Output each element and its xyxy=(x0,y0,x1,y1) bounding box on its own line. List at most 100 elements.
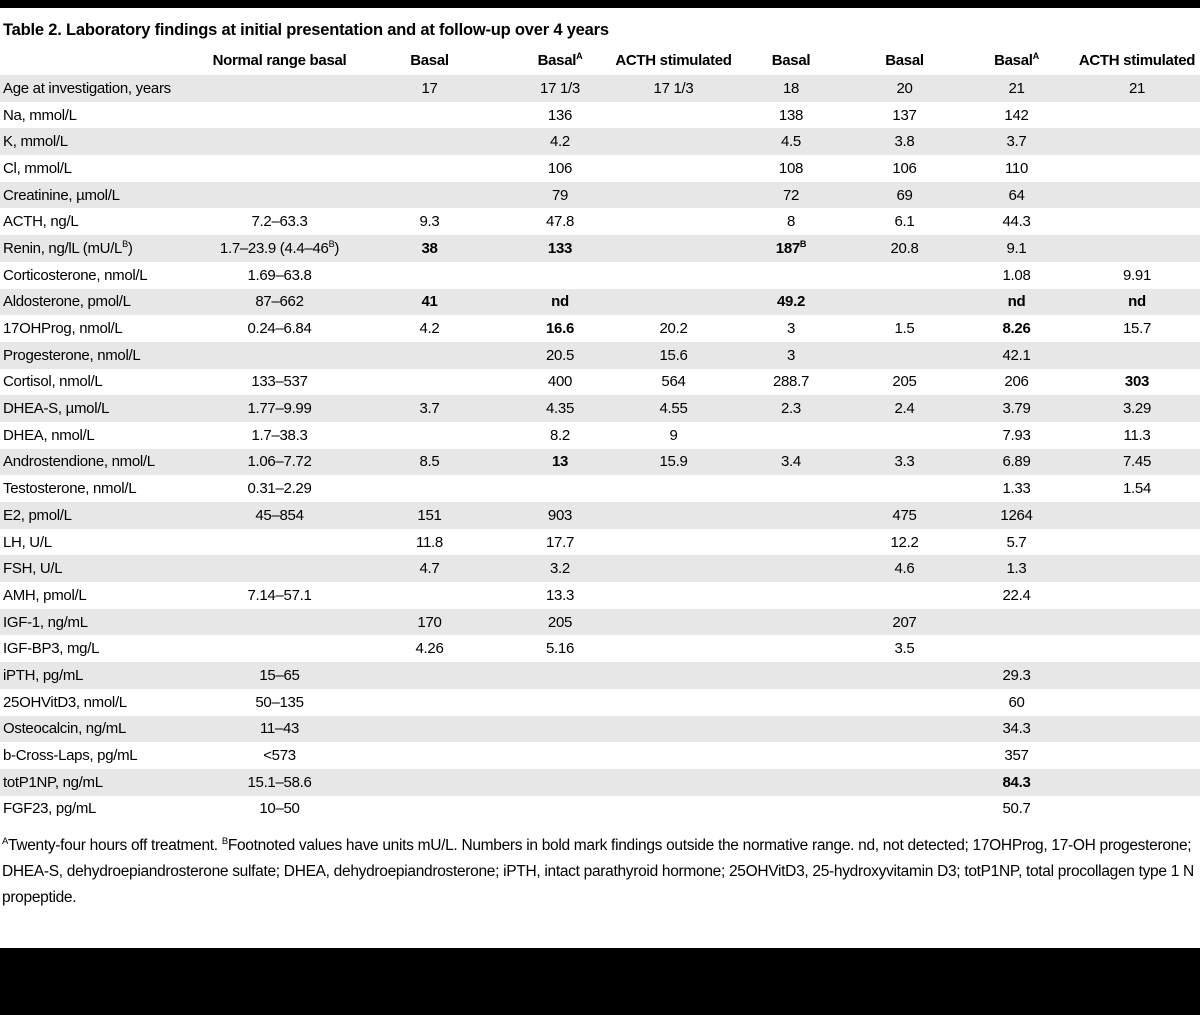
row-label: 25OHVitD3, nmol/L xyxy=(3,693,127,711)
value-cell xyxy=(615,715,732,743)
row-label: Testosterone, nmol/L xyxy=(3,480,137,498)
column-header: ACTH stimulated xyxy=(615,52,732,69)
row-label: totP1NP, ng/mL xyxy=(0,768,205,796)
value-cell: 3 xyxy=(786,320,796,338)
row-label: Cortisol, nmol/L xyxy=(3,373,103,391)
value-cell xyxy=(732,262,850,289)
row-label: Androstendione, nmol/L xyxy=(0,448,205,476)
value-cell: 16.6 xyxy=(546,320,574,338)
row-label: Renin, ng/lL (mU/LB) xyxy=(0,235,205,262)
value-cell xyxy=(354,742,505,769)
column-header: Basal xyxy=(410,52,449,69)
value-cell xyxy=(354,715,505,743)
value-cell xyxy=(1074,502,1200,529)
value-cell: <573 xyxy=(263,747,296,765)
value-cell: 20 xyxy=(850,75,959,102)
table-row: Renin, ng/lL (mU/LB) 1.7–23.9 (4.4–46B) 38… xyxy=(0,235,1200,262)
table-row: IGF-1, ng/mL 170 205 207 xyxy=(0,608,1200,636)
value-cell: 6.1 xyxy=(894,213,915,231)
value-cell xyxy=(1074,689,1200,716)
value-cell xyxy=(1074,128,1200,156)
row-label: FGF23, pg/mL xyxy=(3,800,97,818)
column-header: Basal xyxy=(771,52,811,69)
value-cell xyxy=(850,689,959,716)
table-header-row: Normal range basal Basal BasalA ACTH stimul… xyxy=(0,51,1200,75)
value-cell xyxy=(615,662,732,689)
value-cell xyxy=(615,582,732,609)
value-cell xyxy=(354,102,505,129)
value-cell: 15.1–58.6 xyxy=(205,768,354,796)
value-cell: 3.5 xyxy=(894,640,915,658)
value-cell xyxy=(205,128,354,156)
value-cell: 13.3 xyxy=(546,586,574,604)
value-cell xyxy=(354,475,505,502)
value-cell xyxy=(1074,715,1200,743)
value-cell: 17 1/3 xyxy=(505,75,615,102)
value-cell xyxy=(1074,582,1200,609)
table-row: AMH, pmol/L 7.14–57.1 13.3 22.4 xyxy=(0,582,1200,609)
table-row: FGF23, pg/mL 10–50 50.7 xyxy=(0,796,1200,823)
value-cell xyxy=(615,635,732,662)
value-cell xyxy=(615,689,732,716)
value-cell: 12.2 xyxy=(890,533,919,551)
row-label: Age at investigation, years xyxy=(0,75,205,102)
value-cell xyxy=(354,768,505,796)
row-label: Corticosterone, nmol/L xyxy=(3,266,148,284)
value-cell xyxy=(1074,341,1200,369)
value-cell: 3.2 xyxy=(505,555,615,583)
value-cell: 3 xyxy=(732,341,850,369)
value-cell xyxy=(732,742,850,769)
value-cell xyxy=(354,582,505,609)
value-cell xyxy=(354,369,505,396)
table-row: IGF-BP3, mg/L 4.26 5.16 3.5 xyxy=(0,635,1200,662)
value-cell: 3.7 xyxy=(354,395,505,422)
value-cell xyxy=(1074,529,1200,556)
value-cell: 4.55 xyxy=(615,395,732,422)
value-cell xyxy=(354,796,505,823)
value-cell xyxy=(615,208,732,235)
value-cell: 72 xyxy=(732,181,850,209)
value-cell xyxy=(732,608,850,636)
value-cell xyxy=(615,502,732,529)
value-cell xyxy=(205,102,354,129)
table-row: Androstendione, nmol/L 1.06–7.72 8.5 13 15.9… xyxy=(0,448,1200,476)
column-header: Basal xyxy=(885,52,924,69)
value-cell: nd xyxy=(1074,288,1200,316)
value-cell xyxy=(732,582,850,609)
value-cell xyxy=(205,608,354,636)
value-cell xyxy=(615,475,732,502)
table-row: Corticosterone, nmol/L 1.69–63.8 1.08 9.91 xyxy=(0,262,1200,289)
value-cell: 357 xyxy=(1004,747,1029,765)
value-cell: 303 xyxy=(1124,373,1150,391)
value-cell: 15.6 xyxy=(615,341,732,369)
value-cell: 170 xyxy=(354,608,505,636)
value-cell: 9.3 xyxy=(419,213,440,231)
value-cell: 1.33 xyxy=(1002,480,1031,498)
value-cell xyxy=(354,262,505,289)
value-cell: 3.79 xyxy=(959,395,1074,422)
value-cell: 106 xyxy=(892,159,917,177)
value-cell xyxy=(732,555,850,583)
value-cell xyxy=(615,102,732,129)
row-label: Osteocalcin, ng/mL xyxy=(0,715,205,743)
value-cell: 1.54 xyxy=(1123,480,1151,498)
row-label: Creatinine, µmol/L xyxy=(0,181,205,209)
value-cell xyxy=(205,555,354,583)
value-cell xyxy=(1074,635,1200,662)
value-cell: 21 xyxy=(959,75,1074,102)
value-cell: 4.2 xyxy=(505,128,615,156)
row-label: Progesterone, nmol/L xyxy=(0,341,205,369)
value-cell: 187B xyxy=(732,235,850,262)
row-label: FSH, U/L xyxy=(0,555,205,583)
value-cell: 1.5 xyxy=(894,320,915,338)
value-cell xyxy=(615,155,732,182)
value-cell: 22.4 xyxy=(1002,586,1031,604)
value-cell xyxy=(205,155,354,182)
value-cell xyxy=(850,288,959,316)
value-cell: nd xyxy=(959,288,1074,316)
value-cell: 2.3 xyxy=(732,395,850,422)
value-cell: 4.35 xyxy=(505,395,615,422)
table-row: Age at investigation, years 17 17 1/3 17 1/… xyxy=(0,75,1200,102)
value-cell xyxy=(1074,555,1200,583)
value-cell xyxy=(1074,235,1200,262)
